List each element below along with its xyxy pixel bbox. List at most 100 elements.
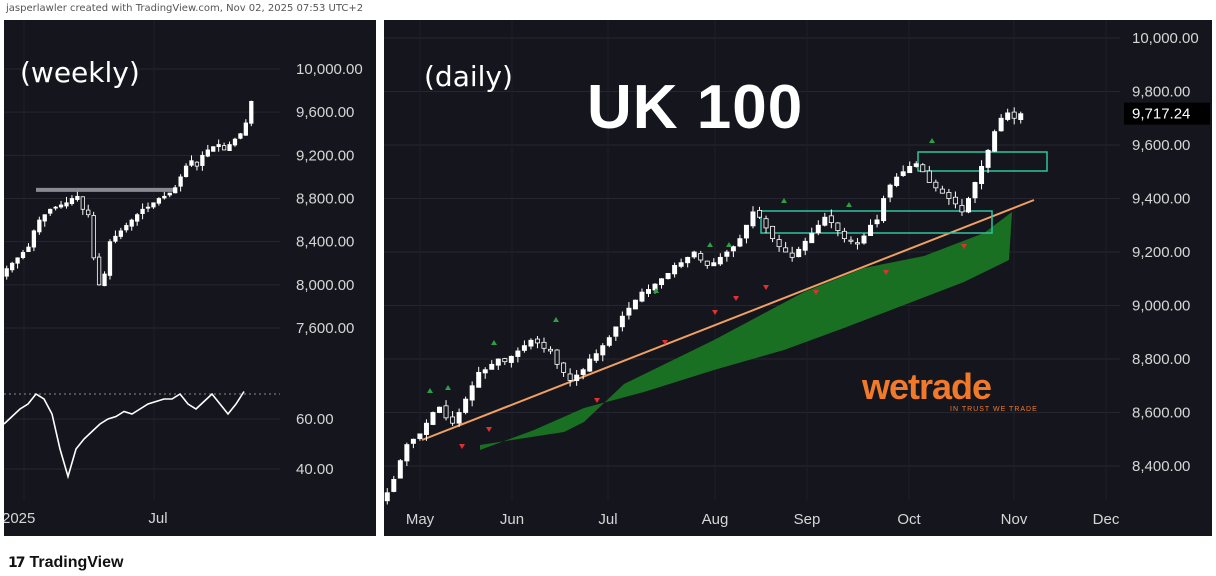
daily-candle — [606, 335, 612, 348]
daily-candle — [979, 160, 985, 190]
weekly-candle — [53, 205, 58, 211]
candle-body — [1018, 113, 1024, 120]
candle-body — [952, 196, 958, 205]
daily-candle — [822, 212, 828, 227]
candle-body — [998, 117, 1004, 132]
candle-body — [64, 202, 69, 207]
weekly-candle — [64, 196, 69, 209]
candle-body — [384, 492, 390, 502]
daily-candle — [770, 225, 776, 243]
weekly-candle — [124, 222, 129, 233]
daily-candle — [698, 250, 704, 263]
candle-body — [96, 256, 102, 286]
weekly-candle — [173, 185, 178, 194]
candle-body — [391, 478, 397, 492]
daily-candle — [828, 209, 834, 229]
candle-body — [91, 215, 96, 259]
candle-body — [20, 252, 26, 258]
daily-candle — [561, 362, 567, 377]
weekly-candle — [140, 203, 145, 220]
candle-body — [515, 350, 521, 357]
daily-candle — [404, 442, 410, 466]
candle-body — [508, 355, 514, 363]
buy-signal-marker — [726, 242, 732, 247]
watermark-tagline: IN TRUST WE TRADE — [950, 406, 1038, 413]
weekly-candle — [118, 227, 123, 240]
candle-body — [404, 444, 410, 462]
candle-body — [476, 371, 482, 388]
daily-candle — [534, 335, 540, 349]
watermark-brand: wetrade — [862, 366, 992, 407]
weekly-candle — [216, 139, 221, 152]
candle-body — [639, 291, 645, 302]
daily-price-tick: 10,000.00 — [1132, 30, 1199, 47]
daily-candle — [959, 199, 965, 216]
candle-body — [107, 241, 113, 276]
weekly-candle — [205, 144, 210, 158]
candle-body — [482, 369, 488, 374]
candle-body — [58, 204, 64, 208]
candle-body — [992, 131, 998, 152]
candle-body — [587, 358, 593, 372]
candle-body — [985, 149, 991, 168]
weekly-candle — [113, 230, 118, 244]
daily-candle — [437, 406, 442, 414]
weekly-candle — [200, 151, 205, 171]
daily-candle — [711, 258, 717, 267]
daily-chart-panel[interactable]: 10,000.00 9,800.00 9,600.00 9,400.00 9,200.0… — [384, 20, 1212, 536]
candle-body — [815, 224, 821, 234]
candle-body — [685, 256, 691, 264]
daily-candle — [450, 411, 456, 426]
weekly-candle — [15, 257, 20, 269]
trendline — [421, 199, 1035, 441]
daily-candle — [619, 311, 625, 332]
candle-body — [124, 225, 129, 231]
daily-candle — [966, 196, 971, 214]
weekly-candle — [194, 161, 200, 171]
candle-body — [4, 268, 9, 277]
candle-body — [194, 161, 200, 167]
candle-body — [140, 208, 145, 215]
daily-candle — [1005, 108, 1011, 122]
candle-body — [10, 262, 15, 271]
candle-body — [129, 219, 134, 227]
buy-signal-marker — [491, 340, 497, 345]
candle-body — [861, 235, 867, 244]
daily-candle — [410, 438, 416, 449]
candle-body — [26, 246, 31, 253]
weekly-chart[interactable]: 10,000.00 9,600.00 9,200.00 8,800.00 8,400.0… — [4, 20, 376, 536]
candle-body — [437, 406, 442, 413]
candle-body — [868, 224, 874, 236]
daily-candle — [946, 188, 952, 205]
weekly-price-tick: 8,000.00 — [296, 277, 354, 294]
tradingview-branding[interactable]: 17 TradingView — [8, 553, 123, 573]
daily-candle — [815, 220, 821, 236]
weekly-chart-panel[interactable]: 10,000.00 9,600.00 9,200.00 8,800.00 8,400.0… — [4, 20, 376, 536]
weekly-candle — [156, 197, 162, 206]
weekly-x-label: 2025 — [4, 510, 35, 527]
weekly-candle — [4, 265, 9, 280]
candle-body — [672, 264, 678, 275]
daily-candle — [743, 224, 749, 244]
daily-candle — [900, 165, 906, 177]
sell-signal-marker — [712, 310, 718, 315]
daily-candle — [548, 346, 554, 355]
candle-body — [593, 353, 599, 361]
daily-candle — [783, 242, 789, 253]
osc-tick: 60.00 — [296, 411, 334, 428]
daily-candle — [972, 181, 978, 204]
candle-body — [711, 262, 717, 267]
candle-body — [42, 214, 47, 222]
daily-x-label: Nov — [1001, 511, 1028, 528]
candle-body — [959, 205, 965, 213]
daily-candle — [659, 278, 665, 289]
daily-chart[interactable]: 10,000.00 9,800.00 9,600.00 9,400.00 9,200.0… — [384, 20, 1212, 536]
candle-body — [626, 307, 632, 316]
candle-body — [162, 195, 167, 199]
candle-body — [776, 239, 782, 248]
candle-body — [48, 208, 53, 214]
candle-body — [80, 196, 85, 210]
weekly-candle — [102, 271, 107, 287]
weekly-x-label: Jul — [148, 510, 167, 527]
daily-x-label: Jul — [598, 511, 617, 528]
